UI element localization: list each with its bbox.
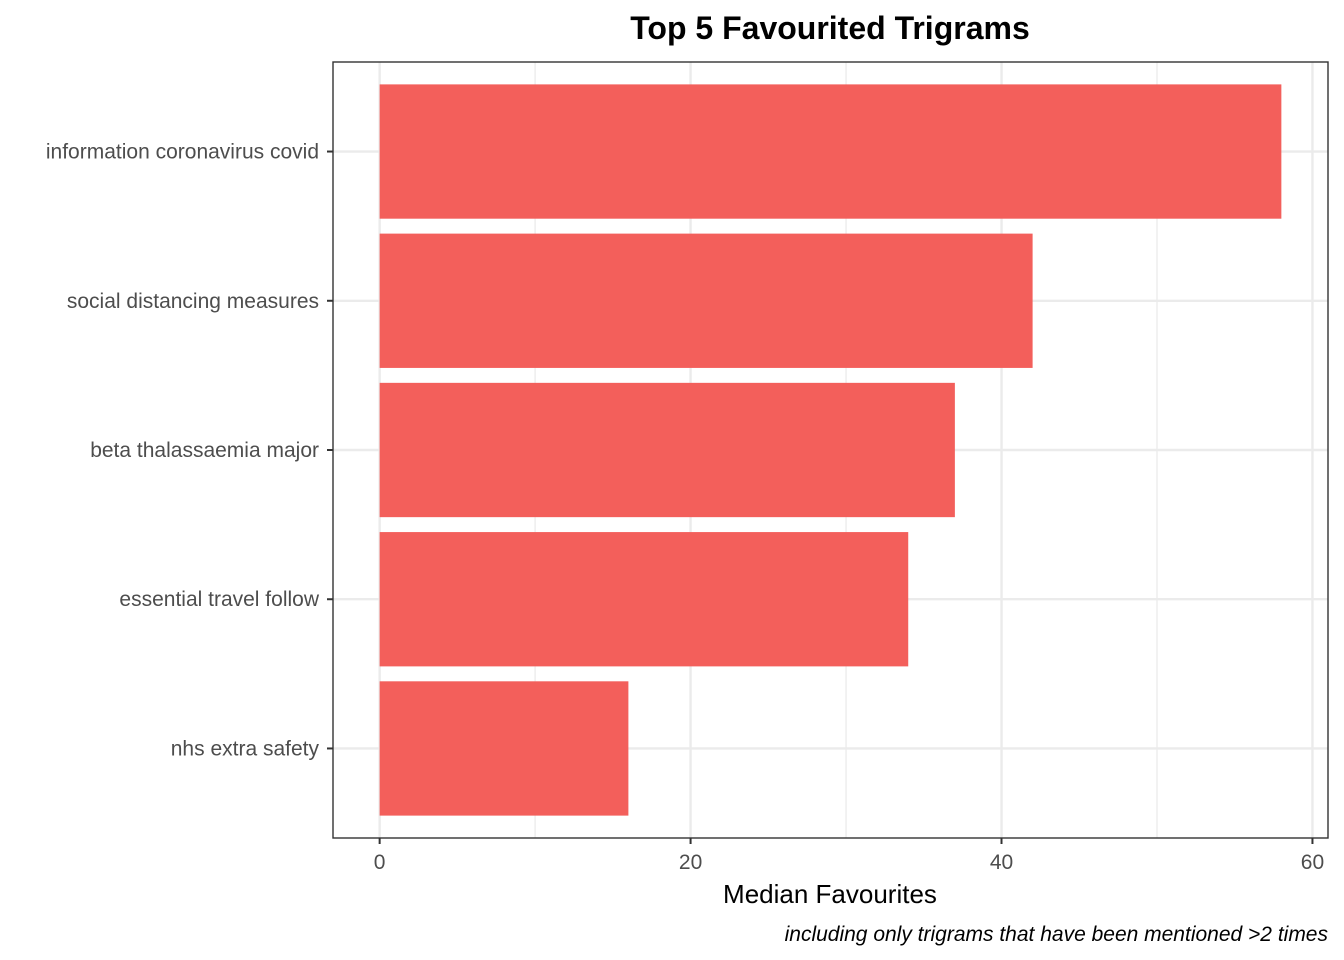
y-tick-label: nhs extra safety bbox=[171, 737, 320, 760]
bar bbox=[379, 382, 955, 518]
chart-caption: including only trigrams that have been m… bbox=[785, 923, 1329, 946]
x-tick-label: 0 bbox=[374, 851, 386, 874]
y-tick-label: social distancing measures bbox=[67, 290, 319, 313]
x-axis: 0 20 40 60 bbox=[374, 838, 1324, 874]
bar bbox=[379, 233, 1033, 368]
y-tick-label: information coronavirus covid bbox=[46, 141, 319, 164]
bar bbox=[379, 681, 629, 816]
bars bbox=[379, 84, 1282, 816]
x-tick-label: 60 bbox=[1301, 851, 1324, 874]
x-tick-label: 40 bbox=[990, 851, 1013, 874]
y-tick-label: beta thalassaemia major bbox=[90, 439, 319, 462]
bar bbox=[379, 84, 1282, 219]
y-tick-label: essential travel follow bbox=[119, 588, 319, 611]
chart-title: Top 5 Favourited Trigrams bbox=[630, 10, 1029, 46]
y-axis: information coronavirus covid social dist… bbox=[46, 141, 333, 760]
bar bbox=[379, 532, 909, 667]
x-tick-label: 20 bbox=[679, 851, 702, 874]
x-axis-title: Median Favourites bbox=[723, 879, 937, 909]
